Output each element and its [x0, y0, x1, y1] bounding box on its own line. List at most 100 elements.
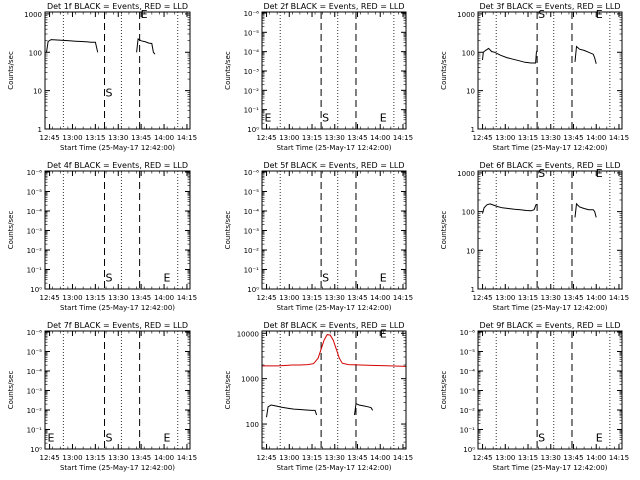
- event-marker: E: [48, 431, 55, 444]
- y-tick-label: 10⁻²: [27, 247, 43, 255]
- y-axis-label: Counts/sec: [224, 51, 232, 90]
- x-tick-label: 13:15: [85, 134, 105, 142]
- chart-title: Det 1f BLACK = Events, RED = LLD: [47, 2, 188, 11]
- y-tick-label: 10⁰: [247, 126, 259, 134]
- x-tick-label: 13:45: [347, 294, 367, 302]
- y-axis-label: Counts/sec: [224, 211, 232, 250]
- x-tick-label: 13:45: [131, 454, 151, 462]
- y-tick-label: 1: [471, 286, 475, 294]
- chart-title: Det 9f BLACK = Events, RED = LLD: [479, 321, 620, 330]
- chart-title: Det 5f BLACK = Events, RED = LLD: [263, 161, 404, 170]
- x-tick-label: 12:45: [256, 294, 276, 302]
- y-tick-label: 10⁰: [30, 286, 42, 294]
- series-line: [354, 402, 374, 416]
- x-tick-label: 14:00: [154, 134, 174, 142]
- x-tick-label: 13:00: [279, 294, 299, 302]
- x-tick-label: 13:45: [563, 454, 583, 462]
- x-tick-label: 13:45: [563, 134, 583, 142]
- y-tick-label: 1000: [24, 11, 42, 19]
- x-tick-label: 13:45: [347, 134, 367, 142]
- y-tick-label: 10⁻⁵: [27, 348, 43, 356]
- y-tick-label: 10⁻²: [27, 407, 43, 415]
- event-marker: S: [538, 167, 545, 180]
- y-tick-label: 10: [466, 247, 475, 255]
- series-line: [574, 45, 597, 64]
- x-axis-label: Start Time (25-May-17 12:42:00): [276, 464, 391, 472]
- x-tick-label: 14:15: [393, 454, 413, 462]
- x-tick-label: 13:15: [302, 134, 322, 142]
- y-tick-label: 10⁻⁴: [244, 49, 260, 57]
- y-tick-label: 10⁻¹: [244, 107, 260, 115]
- chart-panel-3: Det 3f BLACK = Events, RED = LLD Counts/s…: [440, 2, 629, 152]
- y-tick-label: 10⁻⁶: [27, 169, 43, 177]
- event-marker: S: [322, 271, 329, 284]
- x-tick-label: 14:15: [177, 134, 197, 142]
- series-line: [46, 39, 99, 53]
- event-marker: E: [164, 271, 171, 284]
- chart-title: Det 6f BLACK = Events, RED = LLD: [479, 161, 620, 170]
- y-tick-label: 10⁻⁶: [460, 329, 476, 337]
- y-tick-label: 10: [466, 88, 475, 96]
- y-tick-label: 100: [246, 421, 259, 429]
- x-tick-label: 13:15: [518, 294, 538, 302]
- y-tick-label: 10⁻⁵: [244, 188, 260, 196]
- event-marker: S: [322, 111, 329, 124]
- x-tick-label: 12:45: [39, 134, 59, 142]
- event-marker: S: [106, 87, 113, 100]
- y-axis-label: Counts/sec: [7, 211, 15, 250]
- y-tick-label: 10⁻²: [244, 87, 260, 95]
- x-tick-label: 14:15: [177, 454, 197, 462]
- y-tick-label: 10⁻³: [244, 68, 260, 76]
- x-tick-label: 13:15: [518, 134, 538, 142]
- series-line: [266, 404, 318, 418]
- event-marker: S: [538, 8, 545, 21]
- x-tick-label: 13:15: [518, 454, 538, 462]
- series-line: [136, 38, 156, 55]
- y-tick-label: 10⁻¹: [27, 426, 43, 434]
- y-tick-label: 10⁻³: [460, 387, 476, 395]
- x-tick-label: 14:00: [370, 134, 390, 142]
- event-marker: S: [106, 431, 113, 444]
- x-axis-label: Start Time (25-May-17 12:42:00): [276, 304, 391, 312]
- x-tick-label: 13:45: [347, 454, 367, 462]
- x-tick-label: 13:00: [62, 454, 82, 462]
- x-tick-label: 14:15: [177, 294, 197, 302]
- x-axis-label: Start Time (25-May-17 12:42:00): [492, 464, 607, 472]
- x-tick-label: 13:30: [108, 294, 128, 302]
- x-tick-label: 13:00: [495, 294, 515, 302]
- x-tick-label: 13:45: [131, 294, 151, 302]
- x-tick-label: 13:30: [108, 454, 128, 462]
- y-tick-label: 1000: [457, 11, 475, 19]
- x-tick-label: 14:00: [154, 294, 174, 302]
- x-tick-label: 13:00: [279, 134, 299, 142]
- x-axis-label: Start Time (25-May-17 12:42:00): [60, 144, 175, 152]
- x-tick-label: 14:15: [609, 454, 629, 462]
- y-tick-label: 1: [38, 126, 42, 134]
- plot-frame: [477, 11, 623, 130]
- y-tick-label: 10⁻²: [244, 247, 260, 255]
- chart-panel-8: Det 8f BLACK = Events, RED = LLD Counts/s…: [224, 321, 413, 472]
- x-tick-label: 13:30: [325, 134, 345, 142]
- x-tick-label: 12:45: [39, 294, 59, 302]
- y-tick-label: 10⁻³: [27, 387, 43, 395]
- chart-panel-5: Det 5f BLACK = Events, RED = LLD Counts/s…: [224, 161, 413, 312]
- x-tick-label: 13:00: [62, 134, 82, 142]
- chart-title: Det 2f BLACK = Events, RED = LLD: [263, 2, 404, 11]
- y-axis-label: Counts/sec: [440, 211, 448, 250]
- y-tick-label: 10⁻⁴: [27, 368, 43, 376]
- y-tick-label: 10⁻⁴: [460, 368, 476, 376]
- y-tick-label: 100: [462, 49, 475, 57]
- x-tick-label: 13:00: [495, 454, 515, 462]
- y-tick-label: 10⁻⁶: [244, 169, 260, 177]
- x-tick-label: 13:30: [541, 294, 561, 302]
- y-tick-label: 10⁻²: [460, 407, 476, 415]
- x-tick-label: 12:45: [472, 134, 492, 142]
- y-tick-label: 100: [29, 49, 42, 57]
- y-tick-label: 10⁰: [30, 446, 42, 454]
- chart-panel-9: Det 9f BLACK = Events, RED = LLD Counts/s…: [440, 321, 629, 472]
- x-tick-label: 12:45: [256, 454, 276, 462]
- y-tick-label: 10⁻⁵: [244, 29, 260, 37]
- x-tick-label: 14:00: [370, 294, 390, 302]
- x-axis-label: Start Time (25-May-17 12:42:00): [60, 304, 175, 312]
